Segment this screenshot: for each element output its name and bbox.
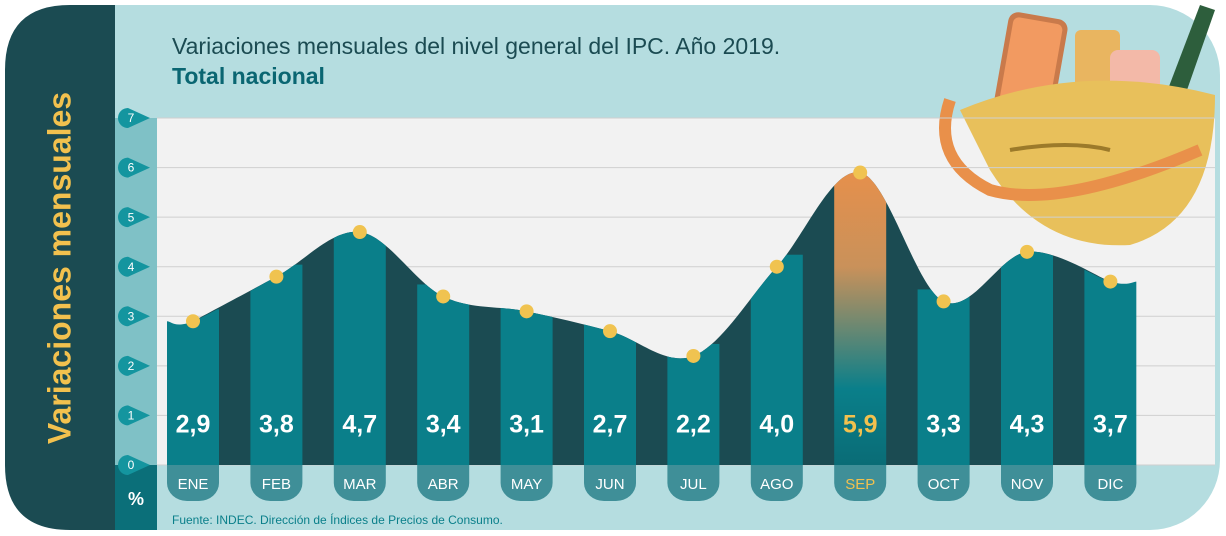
bar	[917, 289, 970, 465]
value-label: 3,1	[509, 411, 544, 439]
tick-marker	[118, 405, 150, 426]
chart-subtitle: Total nacional	[172, 63, 325, 89]
x-tick-label: AGO	[760, 476, 793, 493]
y-tick-label: 6	[128, 161, 135, 175]
month-pill	[250, 465, 303, 501]
y-tick-label: 2	[128, 359, 135, 373]
bar	[1001, 239, 1053, 465]
value-label: 4,0	[759, 411, 794, 439]
month-pill	[1084, 465, 1137, 501]
x-tick-label: MAR	[343, 476, 377, 493]
month-pill	[917, 465, 970, 501]
unit-box	[115, 465, 157, 530]
chart-title: Variaciones mensuales del nivel general …	[172, 33, 780, 59]
tick-marker	[118, 455, 150, 475]
y-tick-label: 5	[128, 210, 135, 224]
point	[1020, 244, 1034, 259]
tick-marker	[118, 355, 150, 376]
value-label: 3,8	[259, 411, 294, 439]
value-label: 2,9	[176, 411, 211, 439]
y-tick-label: 7	[128, 111, 135, 125]
month-pill	[834, 465, 887, 501]
x-tick-label: JUN	[595, 476, 624, 493]
bar	[500, 299, 553, 465]
bar	[417, 284, 470, 465]
month-pill	[417, 465, 470, 501]
tick-marker	[118, 256, 150, 277]
x-tick-label: ABR	[428, 476, 459, 493]
bar	[333, 220, 386, 465]
point	[769, 259, 784, 274]
bar	[1084, 269, 1137, 465]
x-tick-label: OCT	[928, 476, 960, 493]
x-tick-label: MAY	[511, 476, 542, 493]
point	[686, 348, 701, 363]
basket-illustration	[939, 5, 1215, 246]
month-pill	[584, 465, 636, 501]
axis-strip	[115, 118, 157, 465]
side-band	[5, 5, 115, 530]
source: Fuente: INDEC. Dirección de Índices de P…	[172, 512, 503, 527]
point	[436, 289, 451, 304]
point	[853, 165, 868, 180]
month-pill	[333, 465, 386, 501]
value-label: 3,3	[926, 411, 961, 439]
y-tick-label: 0	[128, 458, 135, 472]
bar	[250, 264, 303, 465]
point	[519, 304, 534, 319]
point	[186, 314, 200, 329]
value-label: 4,3	[1010, 411, 1045, 439]
y-axis-label: Variaciones mensuales	[41, 92, 77, 444]
x-tick-label: ENE	[178, 476, 209, 493]
bar	[584, 319, 636, 465]
tick-marker	[118, 157, 150, 178]
value-label: 3,4	[426, 411, 461, 439]
y-tick-label: 1	[128, 409, 135, 423]
y-tick-label: 4	[128, 260, 135, 274]
value-label: 3,7	[1093, 411, 1128, 439]
month-pill	[667, 465, 720, 501]
point	[603, 324, 617, 339]
tick-marker	[118, 306, 150, 327]
month-pill	[750, 465, 803, 501]
value-label: 5,9	[843, 411, 878, 439]
point	[1103, 274, 1118, 289]
value-label: 2,7	[593, 411, 628, 439]
bar	[667, 343, 720, 465]
value-label: 4,7	[342, 411, 377, 439]
bar	[167, 309, 219, 465]
tick-marker	[118, 207, 150, 228]
tick-marker	[118, 108, 150, 128]
bar	[750, 254, 803, 465]
point	[269, 269, 284, 284]
x-tick-label: FEB	[262, 476, 291, 493]
x-tick-label: SEP	[845, 476, 875, 493]
bar	[834, 172, 887, 465]
point	[936, 294, 951, 309]
x-tick-label: JUL	[680, 476, 707, 493]
y-tick-label: 3	[128, 309, 135, 323]
value-label: 2,2	[676, 411, 711, 439]
x-tick-label: NOV	[1011, 476, 1044, 493]
month-pill	[1001, 465, 1053, 501]
point	[352, 225, 367, 240]
month-pill	[500, 465, 553, 501]
unit: %	[128, 489, 144, 509]
month-pill	[167, 465, 219, 501]
x-tick-label: DIC	[1097, 476, 1123, 493]
